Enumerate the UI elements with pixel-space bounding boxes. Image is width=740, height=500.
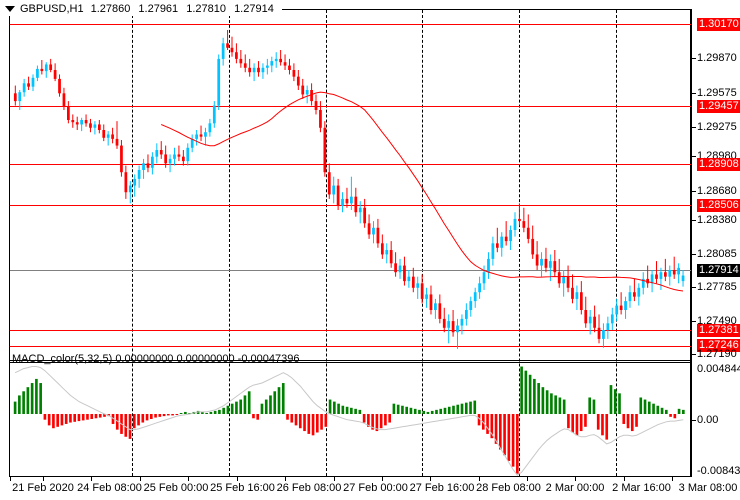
time-axis-label: 27 Feb 16:00 <box>409 482 475 494</box>
time-axis-label: 28 Feb 08:00 <box>476 482 541 494</box>
time-axis-label: 27 Feb 00:00 <box>343 482 408 494</box>
price-axis-label: 1.29275 <box>697 121 737 133</box>
vertical-gridline <box>422 10 423 476</box>
price-axis-label: 1.29575 <box>697 87 737 99</box>
price-level-line[interactable] <box>10 24 691 25</box>
candlestick-series <box>13 30 685 349</box>
price-axis-tick <box>692 254 696 255</box>
symbol-label: GBPUSD,H1 <box>20 2 84 15</box>
price-axis-label: 1.28085 <box>697 248 737 260</box>
axis-tick <box>10 477 11 481</box>
vertical-gridline <box>326 10 327 476</box>
open-value: 1.27860 <box>90 2 131 15</box>
price-level-line[interactable] <box>10 346 691 347</box>
price-axis-label: 1.28506 <box>697 199 740 212</box>
price-plot-area <box>10 10 691 360</box>
price-level-line[interactable] <box>10 270 691 271</box>
price-axis-label: 1.30170 <box>697 18 740 31</box>
low-value: 1.27810 <box>186 2 226 15</box>
price-axis-label: 1.28908 <box>697 158 740 171</box>
price-axis-tick <box>692 156 696 157</box>
time-axis-label: 3 Mar 08:00 <box>678 482 738 494</box>
vertical-gridline <box>132 10 133 476</box>
price-axis-tick <box>692 93 696 94</box>
axis-tick <box>479 477 480 481</box>
time-axis-label: 2 Mar 00:00 <box>545 482 605 494</box>
macd-axis-tick <box>692 420 696 421</box>
macd-histogram-series <box>13 366 685 476</box>
axis-tick <box>237 477 238 481</box>
vertical-gridline <box>229 10 230 476</box>
close-value: 1.27914 <box>234 2 274 15</box>
axis-tick <box>624 477 625 481</box>
price-axis-line <box>691 9 692 477</box>
axis-tick <box>188 477 189 481</box>
pane-divider <box>9 360 692 361</box>
axis-tick <box>430 477 431 481</box>
price-axis-tick <box>692 321 696 322</box>
axis-tick <box>91 477 92 481</box>
price-axis-label: 1.27381 <box>697 324 740 337</box>
price-axis-tick <box>692 58 696 59</box>
axis-tick <box>285 477 286 481</box>
price-axis-label: 1.28680 <box>697 185 737 197</box>
triangle-down-icon[interactable] <box>5 5 15 12</box>
axis-tick <box>672 477 673 481</box>
price-level-line[interactable] <box>10 106 691 107</box>
price-axis-tick <box>692 287 696 288</box>
macd-axis-label: 0.0048448 <box>697 363 740 375</box>
chart-header: GBPUSD,H1 1.27860 1.27961 1.27810 1.2791… <box>5 1 282 16</box>
price-axis-label: 1.27785 <box>697 281 737 293</box>
price-level-line[interactable] <box>10 164 691 165</box>
time-axis-label: 21 Feb 2020 <box>12 482 74 494</box>
price-level-line[interactable] <box>10 330 691 331</box>
time-axis-label: 26 Feb 08:00 <box>276 482 342 494</box>
axis-tick <box>382 477 383 481</box>
vertical-gridline <box>519 10 520 476</box>
price-axis-label: 1.29457 <box>697 100 740 113</box>
axis-tick <box>575 477 576 481</box>
time-axis-label: 25 Feb 16:00 <box>210 482 275 494</box>
price-axis-label: 1.27190 <box>697 348 737 360</box>
axis-tick <box>334 477 335 481</box>
price-axis-tick <box>692 191 696 192</box>
macd-plot-area <box>10 363 691 476</box>
price-axis-label: 1.28380 <box>697 214 737 226</box>
time-axis-label: 2 Mar 16:00 <box>612 482 671 494</box>
axis-tick <box>43 477 44 481</box>
ohlc-values: 1.27860 1.27961 1.27810 1.27914 <box>91 3 279 15</box>
macd-indicator-label: MACD_color(5,32,5) 0.00000000 0.00000000… <box>12 353 300 365</box>
price-axis-tick <box>692 354 696 355</box>
price-level-line[interactable] <box>10 205 691 206</box>
macd-axis-label: 0.00 <box>697 414 719 426</box>
price-axis-tick <box>692 220 696 221</box>
vertical-gridline <box>616 10 617 476</box>
price-axis-label: 1.27914 <box>697 264 740 277</box>
macd-axis-label: -0.008437 <box>697 465 740 477</box>
axis-tick <box>527 477 528 481</box>
price-axis-label: 1.29870 <box>697 52 737 64</box>
time-axis-label: 24 Feb 08:00 <box>77 482 142 494</box>
axis-tick <box>140 477 141 481</box>
price-axis-label: 1.27246 <box>697 339 740 352</box>
time-axis-label: 25 Feb 00:00 <box>143 482 209 494</box>
high-value: 1.27961 <box>138 2 179 15</box>
price-axis-tick <box>692 127 696 128</box>
time-axis-line <box>9 476 692 477</box>
